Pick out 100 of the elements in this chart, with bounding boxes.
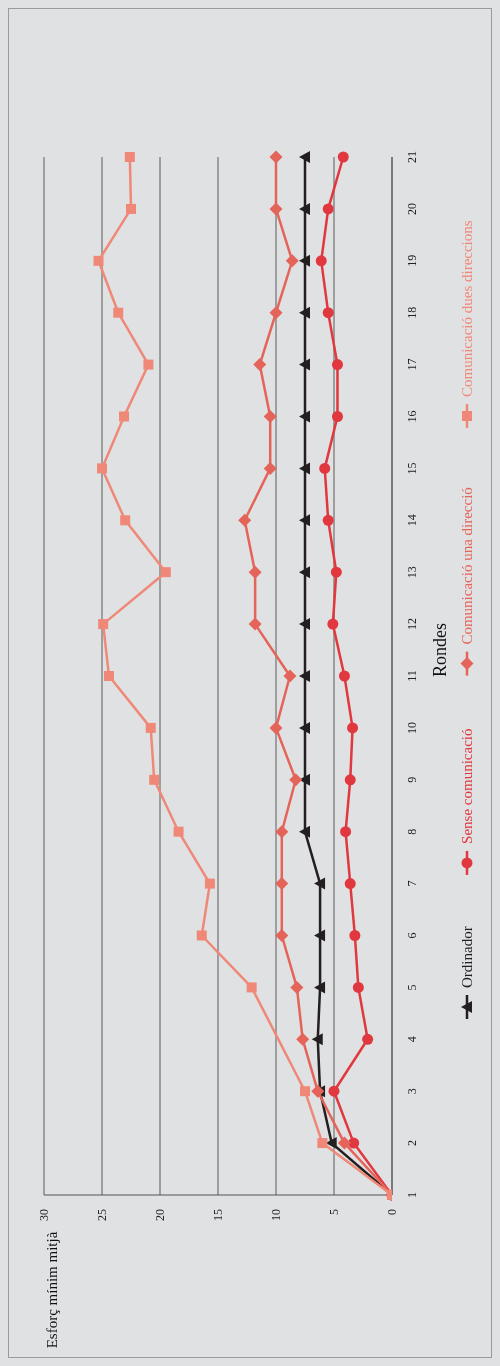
point [120, 515, 131, 526]
y-tick-label: 4 [405, 1036, 419, 1043]
y-tick-label: 18 [405, 306, 419, 319]
point [269, 202, 283, 216]
y-tick-label: 7 [405, 880, 419, 887]
y-tick-label: 10 [405, 721, 419, 734]
point [263, 410, 277, 423]
y-axis-title: Rondes [430, 623, 450, 677]
x-tick-label: 25 [95, 1209, 109, 1221]
point [349, 930, 361, 941]
point [322, 203, 334, 215]
point [314, 981, 326, 994]
point [299, 202, 310, 215]
point [344, 878, 356, 890]
point [98, 619, 109, 630]
point [299, 462, 310, 475]
point [337, 1136, 351, 1150]
y-tick-label: 6 [405, 932, 419, 939]
point [299, 306, 310, 319]
y-tick-label: 9 [405, 776, 419, 783]
point [119, 411, 130, 422]
point [93, 255, 104, 266]
point [173, 826, 184, 837]
x-tick-label: 20 [153, 1209, 167, 1221]
y-tick-label: 19 [405, 254, 419, 267]
point [330, 566, 342, 578]
y-tick-label: 21 [405, 151, 419, 163]
point [299, 825, 310, 838]
point [362, 1033, 374, 1045]
point [248, 617, 262, 631]
point [344, 774, 356, 786]
y-tick-label: 8 [405, 828, 419, 835]
point [299, 254, 310, 267]
point [311, 1033, 323, 1046]
y-tick-label: 11 [405, 670, 419, 682]
y-tick-label: 17 [405, 358, 419, 371]
point [299, 358, 310, 371]
point [269, 721, 283, 735]
point [289, 773, 303, 787]
y-tick-label: 1 [405, 1192, 419, 1198]
point [196, 930, 207, 941]
point [149, 774, 160, 785]
point [275, 825, 289, 839]
point [253, 358, 267, 372]
point [322, 307, 334, 319]
x-tick-label: 15 [211, 1209, 225, 1221]
point [328, 1085, 340, 1097]
y-tick-label: 3 [405, 1088, 419, 1095]
y-tick-label: 2 [405, 1140, 419, 1147]
point [340, 826, 352, 838]
point [124, 152, 135, 162]
point [263, 461, 277, 475]
point [248, 565, 262, 579]
point [327, 618, 339, 630]
x-tick-label: 5 [327, 1209, 341, 1215]
point [143, 359, 154, 370]
point [126, 203, 136, 214]
point [299, 566, 310, 579]
point [275, 929, 289, 942]
y-tick-label: 20 [405, 202, 419, 215]
point [275, 877, 289, 891]
y-tick-label: 5 [405, 984, 419, 991]
x-tick-label: 30 [37, 1209, 51, 1221]
y-tick-label: 14 [405, 514, 419, 527]
point [296, 1032, 310, 1046]
point [269, 306, 283, 320]
y-tick-label: 13 [405, 566, 419, 579]
point [238, 513, 252, 527]
point [317, 1138, 328, 1149]
point [285, 254, 299, 268]
point [160, 567, 171, 578]
point [299, 721, 310, 734]
point [315, 255, 327, 267]
point [290, 980, 304, 994]
y-tick-label: 12 [405, 618, 419, 631]
point [113, 307, 124, 318]
point [283, 669, 297, 683]
point [145, 722, 156, 733]
point [347, 722, 359, 734]
y-tick-label: 16 [405, 410, 419, 423]
x-tick-label: 10 [269, 1209, 283, 1221]
point [352, 981, 364, 993]
point [331, 359, 343, 371]
point [300, 1086, 310, 1097]
point [299, 618, 310, 631]
point [97, 463, 107, 474]
text: Comunicació dues direccions [459, 220, 475, 397]
text: Sense comunicació [459, 728, 475, 844]
text: Comunicació una direcció [459, 487, 475, 645]
point [314, 929, 326, 942]
y-tick-label: 15 [405, 462, 419, 475]
point [204, 878, 215, 889]
point [299, 670, 310, 682]
x-tick-label: 0 [385, 1209, 399, 1215]
point [103, 671, 114, 681]
point [314, 877, 326, 890]
point [338, 670, 350, 682]
point [299, 514, 310, 527]
point [331, 411, 343, 422]
point [319, 462, 331, 474]
